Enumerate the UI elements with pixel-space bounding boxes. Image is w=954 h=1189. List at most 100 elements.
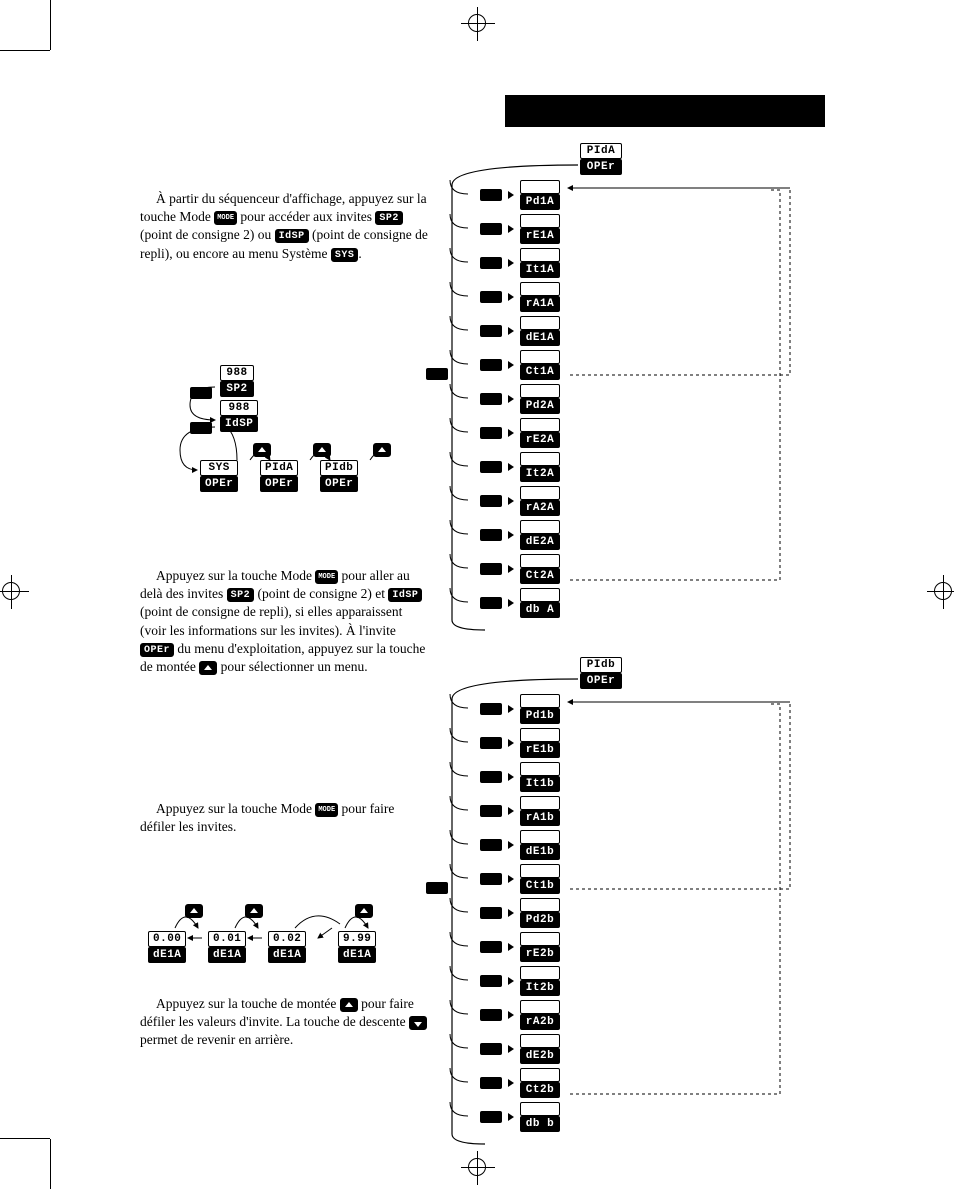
lcd-item: dE2b <box>520 1034 560 1064</box>
tree-row: Ct1A <box>480 350 560 380</box>
lcd-bot: It1A <box>520 262 560 278</box>
display-chip-sp2: SP2 <box>227 588 255 602</box>
lcd-value: 0.00dE1A <box>148 931 186 963</box>
lcd-item: rE1A <box>520 214 560 244</box>
lcd-item: rE2b <box>520 932 560 962</box>
lcd-item: dE1A <box>520 316 560 346</box>
crop-mark <box>0 1138 50 1139</box>
registration-mark <box>2 582 20 600</box>
tree-row: dE1A <box>480 316 560 346</box>
lcd-bot: dE1b <box>520 844 560 860</box>
arrow-right-icon <box>508 977 514 985</box>
lcd-bot: dE1A <box>208 947 246 963</box>
mode-button-icon <box>480 359 502 371</box>
lcd-bot: dE1A <box>338 947 376 963</box>
text: . <box>358 246 361 261</box>
text: pour sélectionner un menu. <box>221 659 368 674</box>
tree-row: rA2A <box>480 486 560 516</box>
lcd-top <box>520 214 560 228</box>
lcd-top <box>520 316 560 330</box>
tree-row: dE2A <box>480 520 560 550</box>
mode-button-icon <box>480 1009 502 1021</box>
lcd-bot: Pd1b <box>520 708 560 724</box>
lcd-top: 0.00 <box>148 931 186 947</box>
tree-row: Ct2b <box>480 1068 560 1098</box>
display-chip-idsp: IdSP <box>388 588 422 602</box>
mode-button-icon <box>480 393 502 405</box>
mode-key-chip: MODE <box>315 803 338 817</box>
display-chip-oper: OPEr <box>140 643 174 657</box>
arrow-right-icon <box>508 875 514 883</box>
arrow-right-icon <box>508 531 514 539</box>
lcd-bot: rA1A <box>520 296 560 312</box>
lcd-idsp: 988 IdSP <box>220 400 258 432</box>
arrow-right-icon <box>508 429 514 437</box>
up-arrow-icon <box>253 443 271 457</box>
registration-mark <box>468 1158 486 1176</box>
arrow-right-icon <box>508 773 514 781</box>
lcd-bot: Pd2A <box>520 398 560 414</box>
arrow-right-icon <box>508 943 514 951</box>
lcd-sys: SYS OPEr <box>200 460 238 492</box>
lcd-top <box>520 898 560 912</box>
lcd-top <box>520 728 560 742</box>
arrow-right-icon <box>508 327 514 335</box>
mode-button-icon <box>480 771 502 783</box>
lcd-top <box>520 830 560 844</box>
lcd-bot: It2A <box>520 466 560 482</box>
lcd-bot: rE1b <box>520 742 560 758</box>
lcd-top <box>520 384 560 398</box>
tree-row: db A <box>480 588 560 618</box>
tree-row: It2A <box>480 452 560 482</box>
lcd-top <box>520 796 560 810</box>
crop-mark <box>0 50 50 51</box>
lcd-bot: dE1A <box>268 947 306 963</box>
lcd-item: Pd1A <box>520 180 560 210</box>
mode-button-icon <box>480 941 502 953</box>
lcd-top <box>520 1034 560 1048</box>
tree-row: It1A <box>480 248 560 278</box>
tree-row: rE2b <box>480 932 560 962</box>
paragraph-4: Appuyez sur la touche de montée pour fai… <box>140 995 430 1050</box>
mode-button-icon <box>480 563 502 575</box>
lcd-item: Ct2b <box>520 1068 560 1098</box>
tree-row: Ct2A <box>480 554 560 584</box>
diagram-nav-flow: 988 SP2 988 IdSP SYS OPEr PIdA OPEr PIdb… <box>175 365 435 500</box>
lcd-top: 988 <box>220 400 258 416</box>
display-chip-sys: SYS <box>331 248 359 262</box>
lcd-bot: rE1A <box>520 228 560 244</box>
lcd-top <box>520 1000 560 1014</box>
lcd-top <box>520 350 560 364</box>
lcd-bot: It2b <box>520 980 560 996</box>
lcd-top <box>520 418 560 432</box>
lcd-top <box>520 282 560 296</box>
up-arrow-chip <box>340 998 358 1012</box>
lcd-item: Pd1b <box>520 694 560 724</box>
lcd-bot: Ct1b <box>520 878 560 894</box>
paragraph-1: À partir du séquenceur d'affichage, appu… <box>140 190 430 263</box>
lcd-item: rE1b <box>520 728 560 758</box>
arrow-right-icon <box>508 909 514 917</box>
mode-button-icon <box>190 422 212 434</box>
lcd-bot: dE2b <box>520 1048 560 1064</box>
mode-button-icon <box>480 1111 502 1123</box>
lcd-top: PIdA <box>260 460 298 476</box>
lcd-bot: dE1A <box>520 330 560 346</box>
lcd-top: 0.02 <box>268 931 306 947</box>
tree-row: Pd1A <box>480 180 560 210</box>
lcd-top <box>520 180 560 194</box>
up-arrow-icon <box>245 904 263 918</box>
mode-key-chip: MODE <box>315 570 338 584</box>
lcd-bot: Ct2b <box>520 1082 560 1098</box>
arrow-right-icon <box>508 361 514 369</box>
tree-row: rE1A <box>480 214 560 244</box>
tree-row: db b <box>480 1102 560 1132</box>
arrow-right-icon <box>508 1079 514 1087</box>
tree-row: dE1b <box>480 830 560 860</box>
tree-row: dE2b <box>480 1034 560 1064</box>
text: Appuyez sur la touche Mode <box>156 801 315 816</box>
mode-button-icon <box>480 839 502 851</box>
arrow-right-icon <box>508 1045 514 1053</box>
arrow-right-icon <box>508 705 514 713</box>
lcd-item: Pd2A <box>520 384 560 414</box>
